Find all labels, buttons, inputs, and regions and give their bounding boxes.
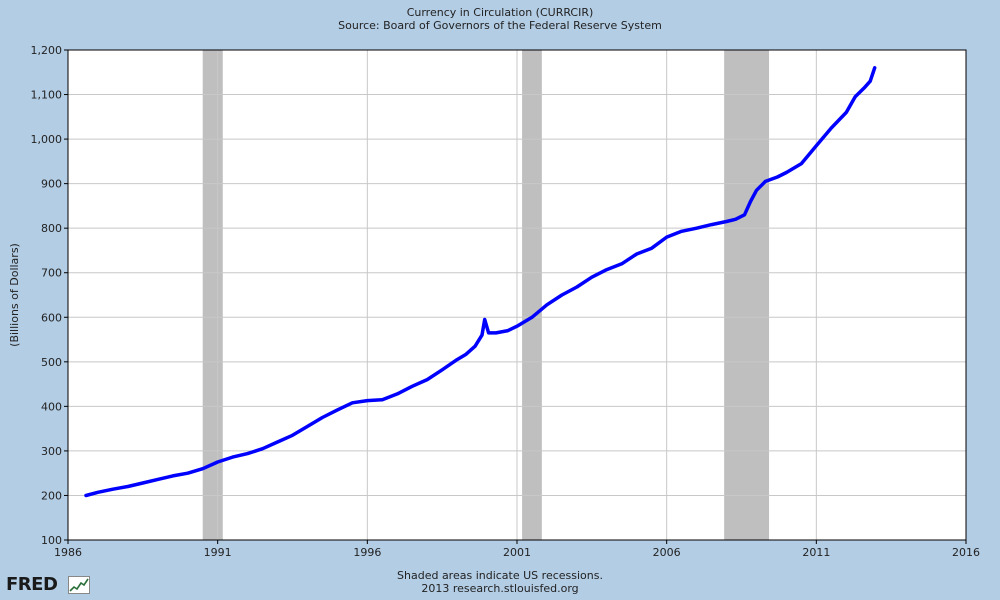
- y-tick-label-7: 800: [41, 222, 62, 235]
- recession-band-2: [724, 50, 770, 540]
- y-tick-label-4: 500: [41, 356, 62, 369]
- x-tick-label-0: 1986: [54, 546, 82, 559]
- fred-logo: FRED: [6, 574, 58, 595]
- y-tick-label-5: 600: [41, 311, 62, 324]
- x-axis: 1986 1991 1996 2001 2006 2011 2016: [54, 540, 980, 559]
- x-tick-label-6: 2016: [952, 546, 980, 559]
- y-tick-label-6: 700: [41, 267, 62, 280]
- line-layer: [84, 66, 877, 498]
- y-tick-label-0: 100: [41, 534, 62, 547]
- x-tick-label-2: 1996: [353, 546, 381, 559]
- y-axis-label: (Billions of Dollars): [8, 243, 21, 347]
- x-tick-label-5: 2011: [802, 546, 830, 559]
- y-tick-label-9: 1,000: [31, 133, 63, 146]
- y-tick-label-8: 900: [41, 178, 62, 191]
- y-tick-label-2: 300: [41, 445, 62, 458]
- y-tick-label-3: 400: [41, 400, 62, 413]
- source-footnote: 2013 research.stlouisfed.org: [421, 582, 579, 595]
- chart-title: Currency in Circulation (CURRCIR): [406, 6, 594, 19]
- y-tick-label-11: 1,200: [31, 44, 63, 57]
- series-line-0: [84, 66, 877, 498]
- y-tick-label-10: 1,100: [31, 89, 63, 102]
- recession-footnote: Shaded areas indicate US recessions.: [397, 569, 603, 582]
- x-tick-label-3: 2001: [503, 546, 531, 559]
- x-tick-label-1: 1991: [204, 546, 232, 559]
- y-tick-label-1: 200: [41, 489, 62, 502]
- fred-logo-chart-icon: [68, 576, 90, 594]
- recession-band-1: [522, 50, 542, 540]
- y-axis: 100 200 300 400 500 600 700 800 900 1,000 1,100 1,2…: [31, 44, 68, 547]
- chart-subtitle: Source: Board of Governors of the Federa…: [338, 19, 662, 32]
- x-tick-label-4: 2006: [653, 546, 681, 559]
- grid-layer: [68, 50, 966, 540]
